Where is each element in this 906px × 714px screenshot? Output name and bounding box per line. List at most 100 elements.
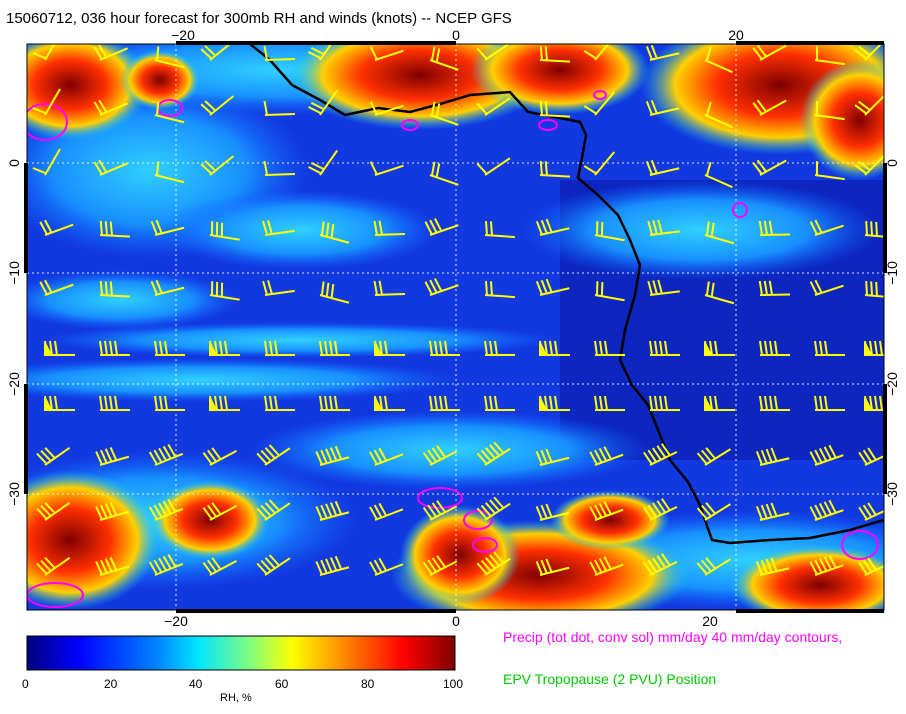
wind-barb	[645, 159, 680, 176]
wind-barb	[535, 218, 570, 236]
wind-barb	[429, 101, 459, 126]
lon-tick-top: 20	[728, 27, 744, 43]
lat-tick-left: −10	[6, 261, 22, 285]
coastline	[249, 44, 884, 545]
wind-barb	[539, 160, 571, 178]
wind-barb	[484, 340, 515, 356]
wind-barb	[535, 448, 570, 466]
wind-barb	[864, 340, 884, 356]
rh-field	[27, 44, 884, 610]
wind-barb	[202, 502, 237, 521]
wind-barb	[32, 88, 61, 116]
wind-barb	[476, 496, 511, 521]
wind-barb	[93, 159, 129, 176]
wind-barb	[858, 447, 884, 466]
wind-barb	[263, 100, 296, 116]
epv-legend: EPV Tropopause (2 PVU) Position	[503, 671, 717, 687]
wind-barb	[484, 395, 515, 411]
wind-barb	[594, 395, 625, 411]
wind-barb	[535, 558, 570, 576]
wind-barb	[854, 44, 884, 61]
wind-barb	[263, 160, 296, 176]
wind-barb	[150, 219, 185, 236]
wind-barb	[643, 553, 678, 576]
wind-barb	[315, 500, 350, 521]
colorbar-tick: 40	[189, 677, 203, 691]
wind-barb	[39, 279, 74, 296]
wind-barb	[649, 395, 680, 411]
wind-barb	[264, 340, 295, 356]
wind-barb	[202, 557, 237, 576]
wind-barb	[44, 340, 75, 356]
wind-barb	[758, 220, 791, 236]
colorbar-label: RH, %	[220, 692, 252, 704]
precip-contours	[27, 90, 879, 608]
wind-barb	[858, 557, 884, 576]
wind-barb	[93, 99, 129, 116]
map-title: 15060712, 036 hour forecast for 300mb RH…	[6, 10, 512, 27]
wind-barb	[319, 281, 350, 304]
wind-barb	[32, 148, 61, 176]
wind-barb	[369, 447, 404, 466]
wind-barb	[647, 219, 680, 236]
wind-barb	[369, 502, 404, 521]
wind-barb	[594, 281, 625, 302]
wind-barb	[814, 340, 845, 356]
lat-tick-left: −30	[6, 482, 22, 506]
wind-barb	[854, 93, 884, 116]
colorbar-tick: 80	[361, 677, 375, 691]
wind-barb	[429, 46, 459, 71]
wind-barb	[539, 100, 571, 118]
wind-barb	[373, 220, 406, 236]
wind-barb	[583, 151, 616, 176]
wind-barb	[39, 219, 74, 236]
wind-barb	[649, 340, 680, 356]
wind-barb	[154, 340, 185, 356]
wind-barb	[476, 551, 511, 576]
colorbar-tick: 0	[22, 677, 29, 691]
wind-barb	[148, 554, 184, 576]
wind-barb	[752, 99, 787, 116]
colorbar-tick: 100	[443, 677, 464, 691]
wind-barbs	[32, 44, 884, 576]
wind-barb	[589, 556, 624, 576]
wind-barb	[95, 556, 130, 576]
wind-barb	[858, 502, 884, 521]
wind-barb	[476, 97, 511, 116]
wind-barb	[374, 340, 405, 356]
wind-barb	[256, 554, 291, 576]
wind-barb	[539, 45, 571, 63]
wind-barb	[369, 161, 404, 176]
wind-barb	[755, 557, 790, 576]
wind-barb	[704, 221, 735, 245]
wind-barb	[704, 281, 735, 305]
lat-lon-grid	[27, 44, 884, 610]
lat-tick-left: −20	[6, 372, 22, 396]
frame-ticks	[24, 41, 887, 613]
wind-barb	[696, 557, 731, 576]
wind-barb	[809, 499, 844, 521]
wind-barb	[315, 555, 350, 576]
wind-barb	[256, 444, 291, 466]
wind-barb	[643, 498, 678, 521]
wind-barb	[95, 501, 130, 521]
wind-barb	[704, 161, 733, 189]
wind-barb	[583, 44, 616, 61]
lon-tick-bottom: 0	[452, 613, 460, 629]
wind-barb	[422, 500, 458, 521]
wind-barb	[154, 395, 185, 411]
wind-barb	[308, 44, 339, 61]
wind-barb	[32, 44, 61, 61]
wind-barb	[539, 340, 570, 356]
wind-barb	[704, 46, 733, 74]
wind-barb	[535, 278, 570, 296]
wind-barb	[864, 280, 884, 299]
wind-barb	[256, 499, 291, 521]
wind-barb	[369, 101, 404, 116]
wind-barb	[759, 340, 790, 356]
wind-barb	[755, 447, 790, 466]
wind-barb	[319, 340, 350, 356]
wind-barb	[202, 447, 237, 466]
wind-barb	[99, 220, 131, 238]
wind-barb	[704, 340, 735, 356]
